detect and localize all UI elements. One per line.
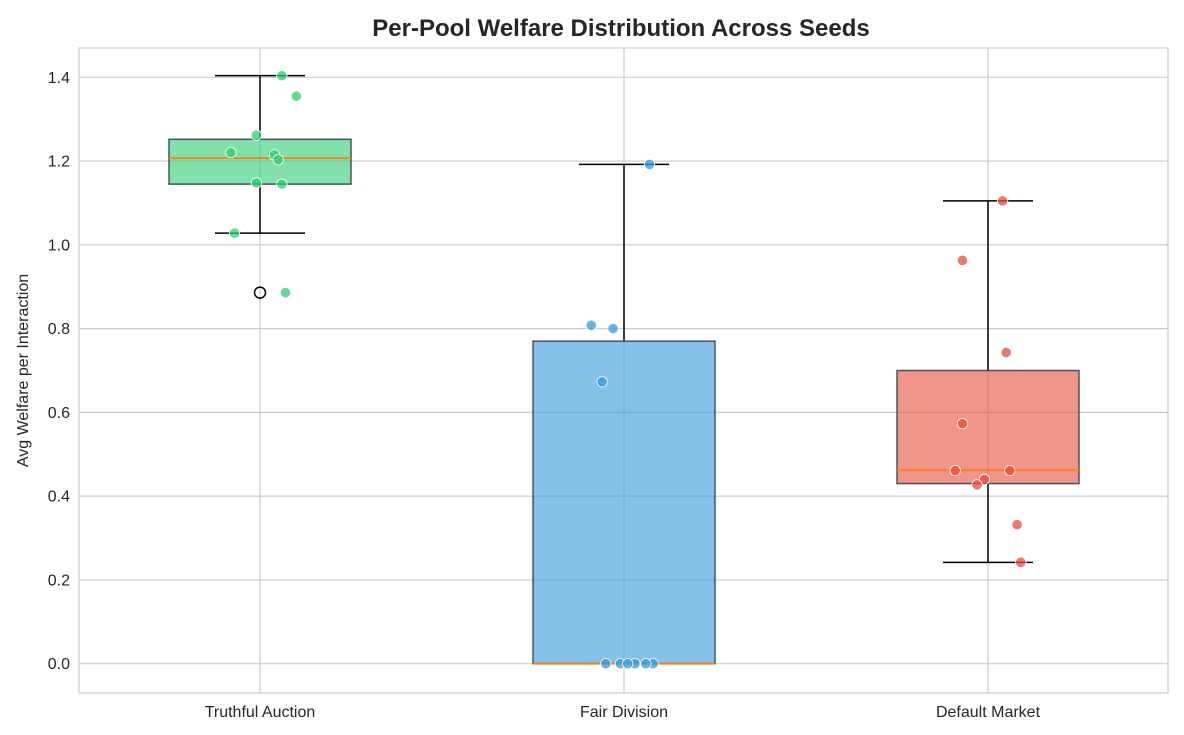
data-point [949, 465, 961, 477]
data-point [640, 658, 652, 670]
box-body [532, 340, 716, 665]
data-point [600, 658, 612, 670]
data-point [643, 158, 656, 171]
data-point [290, 90, 302, 102]
data-point [228, 227, 241, 239]
data-point [276, 70, 288, 82]
box-2 [896, 200, 1080, 564]
data-point [971, 479, 983, 491]
data-point [279, 286, 292, 299]
data-points [225, 70, 1027, 670]
y-tick-label: 0.0 [48, 656, 70, 673]
y-tick-label: 1.2 [48, 154, 70, 171]
box-0 [168, 74, 352, 299]
data-point [276, 178, 288, 190]
y-tick-label: 0.2 [48, 572, 70, 589]
data-point [1015, 556, 1027, 568]
box-1 [532, 163, 716, 665]
x-tick-label: Fair Division [580, 704, 668, 721]
data-point [585, 319, 597, 331]
data-point [956, 418, 969, 430]
x-tick-label: Default Market [936, 704, 1041, 721]
data-point [1000, 346, 1012, 359]
y-axis-label: Avg Welfare per Interaction [15, 274, 32, 467]
outlier-marker [253, 286, 267, 299]
data-point [272, 154, 284, 166]
data-point [622, 658, 634, 670]
y-tick-label: 0.6 [48, 405, 70, 422]
boxes [168, 74, 1080, 665]
chart-title: Per-Pool Welfare Distribution Across See… [372, 15, 869, 42]
data-point [1011, 519, 1023, 531]
data-point [225, 147, 237, 159]
y-tick-label: 1.4 [48, 70, 70, 87]
data-point [1004, 465, 1016, 477]
data-point [956, 254, 969, 266]
y-axis-ticks: 0.0 0.2 0.4 0.6 0.8 1.0 1.2 1.4 [48, 70, 70, 673]
data-point [596, 376, 608, 388]
x-tick-label: Truthful Auction [205, 704, 316, 721]
data-point [607, 323, 619, 335]
data-point [996, 195, 1009, 207]
data-point [250, 129, 262, 141]
y-tick-label: 0.4 [48, 489, 70, 506]
y-tick-label: 1.0 [48, 237, 70, 254]
box-body [896, 369, 1080, 485]
data-point [250, 177, 262, 189]
y-tick-label: 0.8 [48, 321, 70, 338]
x-axis-ticks: Truthful Auction Fair Division Default Mar… [205, 704, 1041, 721]
plot-frame [78, 47, 1169, 694]
box-body [168, 138, 352, 185]
